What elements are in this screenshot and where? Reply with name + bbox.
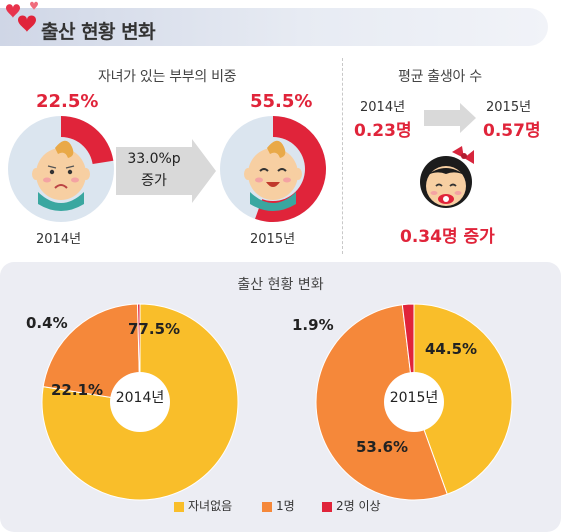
pie-center-hole <box>384 372 444 432</box>
couples-2015-year: 2015년 <box>250 232 296 247</box>
legend-label: 1명 <box>276 499 295 513</box>
pie-slice-none <box>413 303 513 495</box>
data-label-2014-one: 22.1% <box>51 381 104 399</box>
section-divider <box>342 58 343 254</box>
data-label-2015-two: 1.9% <box>292 316 334 334</box>
chart-title: 출산 현황 변화 <box>237 277 324 293</box>
baby-girl-icon <box>420 146 474 208</box>
data-label-2014-two: 0.4% <box>26 314 68 332</box>
pie-slice-none <box>41 303 239 501</box>
pie-slice-one <box>42 303 141 403</box>
pie-center-hole <box>110 372 170 432</box>
avg-2015-year: 2015년 <box>486 100 532 115</box>
legend-item-one: 1명 <box>262 497 295 515</box>
avg-births-title: 평균 출생아 수 <box>398 69 482 85</box>
arrow-label: 증가 <box>141 173 167 189</box>
avg-2014-year: 2014년 <box>360 100 406 115</box>
pie-2015-center: 2015년 <box>389 390 439 406</box>
legend-swatch <box>322 501 332 512</box>
header-bar <box>0 8 548 46</box>
data-label-2015-one: 53.6% <box>356 438 409 456</box>
couples-2014-year: 2014년 <box>36 232 82 247</box>
couples-title: 자녀가 있는 부부의 비중 <box>98 69 237 85</box>
data-label-2014-none: 77.5% <box>128 320 181 338</box>
legend: 자녀없음 1명 2명 이상 <box>0 497 561 515</box>
couples-2015-pct: 55.5% <box>250 91 313 112</box>
legend-swatch <box>262 501 272 512</box>
pie-chart-2015 <box>315 303 513 501</box>
legend-item-none: 자녀없음 <box>174 497 232 515</box>
arrow-value: 33.0%p <box>127 151 181 167</box>
pie-chart-2014 <box>41 303 239 501</box>
data-label-2015-none: 44.5% <box>425 340 478 358</box>
avg-2014-value: 0.23명 <box>354 121 412 141</box>
legend-swatch <box>174 501 184 512</box>
pie-2014-center: 2014년 <box>115 390 165 406</box>
page-title: 출산 현황 변화 <box>41 21 156 43</box>
legend-label: 자녀없음 <box>188 499 233 513</box>
avg-increase: 0.34명 증가 <box>400 227 495 247</box>
pie-slice-one <box>315 304 448 501</box>
happy-baby-icon <box>220 116 326 222</box>
hearts-icon <box>6 1 38 32</box>
sad-baby-icon <box>8 116 114 222</box>
avg-2015-value: 0.57명 <box>483 121 541 141</box>
couples-2014-pct: 22.5% <box>36 91 99 112</box>
legend-item-two: 2명 이상 <box>322 497 381 515</box>
right-arrow-icon <box>116 139 216 203</box>
small-arrow-icon <box>424 103 476 133</box>
legend-label: 2명 이상 <box>336 499 381 513</box>
